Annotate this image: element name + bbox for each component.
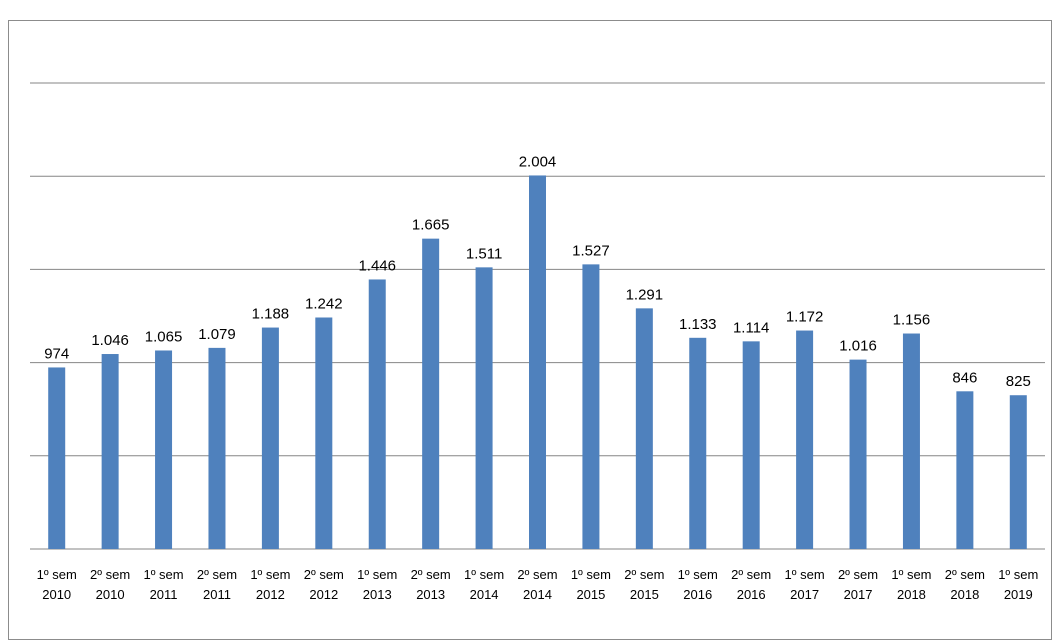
x-tick-label: 1º sem [571,567,611,582]
x-tick-label: 1º sem [143,567,183,582]
bar [48,367,66,549]
bar [475,267,493,549]
x-tick-label: 2º sem [945,567,985,582]
x-tick-label: 2º sem [304,567,344,582]
x-tick-label: 2º sem [411,567,451,582]
x-tick-label: 2013 [363,587,392,602]
bar [529,175,546,549]
x-tick-label: 1º sem [357,567,397,582]
data-label: 1.291 [626,286,664,303]
x-tick-label: 1º sem [891,567,931,582]
bar [956,391,974,549]
x-tick-label: 2015 [576,587,605,602]
x-tick-label: 2015 [630,587,659,602]
x-tick-label: 2º sem [838,567,878,582]
data-label: 1.188 [252,306,290,323]
data-label: 1.446 [358,257,396,274]
bar [261,327,279,549]
x-tick-label: 1º sem [678,567,718,582]
data-label: 1.156 [893,312,931,329]
x-tick-label: 2017 [790,587,819,602]
x-tick-label: 2º sem [731,567,771,582]
bar [902,333,920,549]
bar [101,354,119,549]
data-label: 1.527 [572,242,610,259]
bar [849,359,867,549]
x-tick-label: 2º sem [517,567,557,582]
x-tick-label: 1º sem [250,567,290,582]
data-label: 974 [44,345,69,362]
data-label: 1.114 [733,319,769,336]
data-label: 1.511 [466,245,502,262]
bar [155,350,173,549]
x-tick-label: 2010 [96,587,125,602]
x-tick-label: 1º sem [37,567,77,582]
x-tick-label: 2012 [309,587,338,602]
bar [208,347,226,549]
bar [1009,395,1027,549]
data-label: 1.079 [198,326,236,343]
bar [422,238,440,550]
x-tick-label: 2016 [683,587,712,602]
bar [796,330,814,549]
bar [315,317,333,549]
x-tick-label: 2011 [203,587,231,602]
chart-area [8,20,1052,640]
x-tick-label: 1º sem [464,567,504,582]
data-label: 1.016 [839,338,877,355]
x-tick-label: 2012 [256,587,285,602]
data-label: 1.133 [679,316,717,333]
x-tick-label: 2011 [150,587,178,602]
x-tick-label: 2014 [523,587,552,602]
bar [742,341,760,549]
x-tick-label: 2º sem [90,567,130,582]
bar [368,279,386,549]
x-tick-label: 2º sem [197,567,237,582]
data-label: 846 [952,369,977,386]
x-tick-label: 2014 [470,587,499,602]
x-tick-label: 2010 [42,587,71,602]
x-tick-label: 2018 [897,587,926,602]
data-label: 1.065 [145,328,183,345]
x-tick-label: 1º sem [998,567,1038,582]
x-tick-label: 2016 [737,587,766,602]
data-label: 1.172 [786,309,824,326]
x-tick-label: 2018 [950,587,979,602]
x-tick-label: 2º sem [624,567,664,582]
x-tick-label: 2017 [844,587,873,602]
x-tick-label: 2013 [416,587,445,602]
data-label: 1.665 [412,217,450,234]
bar [689,337,707,549]
bar [582,264,600,549]
data-label: 1.046 [91,332,129,349]
data-label: 2.004 [519,153,557,170]
x-tick-label: 1º sem [785,567,825,582]
bar [635,308,653,549]
data-label: 825 [1006,373,1031,390]
data-label: 1.242 [305,295,343,312]
x-tick-label: 2019 [1004,587,1033,602]
